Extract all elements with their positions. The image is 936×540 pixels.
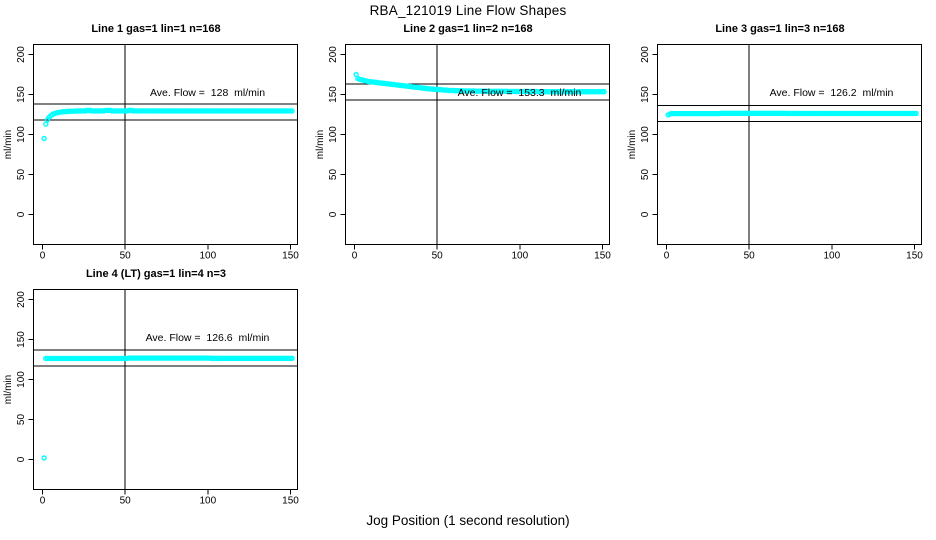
svg-text:200: 200	[16, 46, 27, 63]
flow-data-points	[665, 110, 919, 118]
y-axis-ticks: 0 50 100 150 200	[16, 291, 34, 462]
axes	[33, 44, 298, 245]
svg-text:150: 150	[282, 251, 299, 261]
reference-lines	[33, 44, 298, 245]
panel-line-1: 0 50 100 150 0 50 100 150 200 ml/min Line 1 gas=1…	[0, 15, 312, 260]
svg-text:0: 0	[40, 496, 46, 506]
x-axis-ticks: 0 50 100 150	[352, 244, 611, 261]
line-4-plot: 0 50 100 150 0 50 100 150 200 ml/min	[3, 289, 299, 506]
y-axis-ticks: 0 50 100 150 200	[16, 46, 34, 217]
y-axis-ticks: 0 50 100 150 200	[640, 46, 658, 217]
svg-text:0: 0	[352, 251, 358, 261]
svg-text:0: 0	[16, 456, 27, 462]
ave-flow-annotation-line-4: Ave. Flow = 126.6 ml/min	[145, 332, 270, 344]
svg-text:50: 50	[640, 169, 651, 181]
svg-text:50: 50	[744, 251, 756, 261]
svg-text:0: 0	[40, 251, 46, 261]
reference-lines	[345, 44, 610, 245]
svg-text:150: 150	[594, 251, 611, 261]
axes	[657, 44, 922, 245]
panel-line-4: 0 50 100 150 0 50 100 150 200 ml/min Line 4 (LT) …	[0, 260, 312, 505]
flow-data-points	[41, 107, 295, 142]
panel-title-line-1: Line 1 gas=1 lin=1 n=168	[91, 23, 221, 35]
svg-text:0: 0	[640, 211, 651, 217]
svg-text:50: 50	[120, 496, 132, 506]
panel-title-line-3: Line 3 gas=1 lin=3 n=168	[715, 23, 845, 35]
y-axis-title: ml/min	[3, 130, 14, 159]
x-axis-ticks: 0 50 100 150	[40, 489, 299, 506]
ave-flow-annotation-line-3: Ave. Flow = 126.2 ml/min	[769, 87, 894, 99]
svg-text:100: 100	[823, 251, 840, 261]
line-2-plot: 0 50 100 150 0 50 100 150 200 ml/min	[315, 44, 611, 261]
x-axis-ticks: 0 50 100 150	[40, 244, 299, 261]
svg-text:0: 0	[664, 251, 670, 261]
svg-text:50: 50	[16, 414, 27, 426]
y-axis-title: ml/min	[3, 375, 14, 404]
page-title: RBA_121019 Line Flow Shapes	[369, 3, 567, 18]
flow-data-points	[41, 355, 295, 461]
svg-text:200: 200	[328, 46, 339, 63]
panel-line-3: 0 50 100 150 0 50 100 150 200 ml/min Line 3 gas=1…	[624, 15, 936, 260]
svg-text:100: 100	[328, 126, 339, 143]
svg-text:100: 100	[199, 251, 216, 261]
reference-lines	[657, 44, 922, 245]
ave-flow-annotation-line-1: Ave. Flow = 128 ml/min	[149, 87, 266, 99]
line-3-plot: 0 50 100 150 0 50 100 150 200 ml/min	[627, 44, 923, 261]
svg-text:150: 150	[282, 496, 299, 506]
ave-flow-annotation-line-2: Ave. Flow = 153.3 ml/min	[457, 87, 582, 99]
svg-text:50: 50	[432, 251, 444, 261]
x-axis-ticks: 0 50 100 150	[664, 244, 923, 261]
y-axis-title: ml/min	[627, 130, 638, 159]
svg-text:200: 200	[16, 291, 27, 308]
axes	[33, 289, 298, 490]
svg-text:150: 150	[328, 86, 339, 103]
line-1-plot: 0 50 100 150 0 50 100 150 200 ml/min	[3, 44, 299, 261]
svg-text:0: 0	[16, 211, 27, 217]
svg-text:150: 150	[16, 331, 27, 348]
y-axis-title: ml/min	[315, 130, 326, 159]
svg-text:50: 50	[328, 169, 339, 181]
flow-data-points	[353, 71, 607, 95]
x-axis-label: Jog Position (1 second resolution)	[366, 513, 570, 528]
axes	[345, 44, 610, 245]
svg-text:100: 100	[199, 496, 216, 506]
svg-text:150: 150	[16, 86, 27, 103]
svg-text:100: 100	[511, 251, 528, 261]
svg-text:100: 100	[640, 126, 651, 143]
panel-title-line-2: Line 2 gas=1 lin=2 n=168	[403, 23, 533, 35]
y-axis-ticks: 0 50 100 150 200	[328, 46, 346, 217]
svg-text:50: 50	[16, 169, 27, 181]
svg-text:200: 200	[640, 46, 651, 63]
reference-lines	[33, 289, 298, 490]
panel-line-2: 0 50 100 150 0 50 100 150 200 ml/min Line 2 gas=1…	[312, 15, 624, 260]
svg-text:100: 100	[16, 126, 27, 143]
svg-text:150: 150	[906, 251, 923, 261]
svg-text:100: 100	[16, 371, 27, 388]
panel-title-line-4: Line 4 (LT) gas=1 lin=4 n=3	[85, 268, 227, 280]
svg-text:0: 0	[328, 211, 339, 217]
svg-text:50: 50	[120, 251, 132, 261]
svg-text:150: 150	[640, 86, 651, 103]
